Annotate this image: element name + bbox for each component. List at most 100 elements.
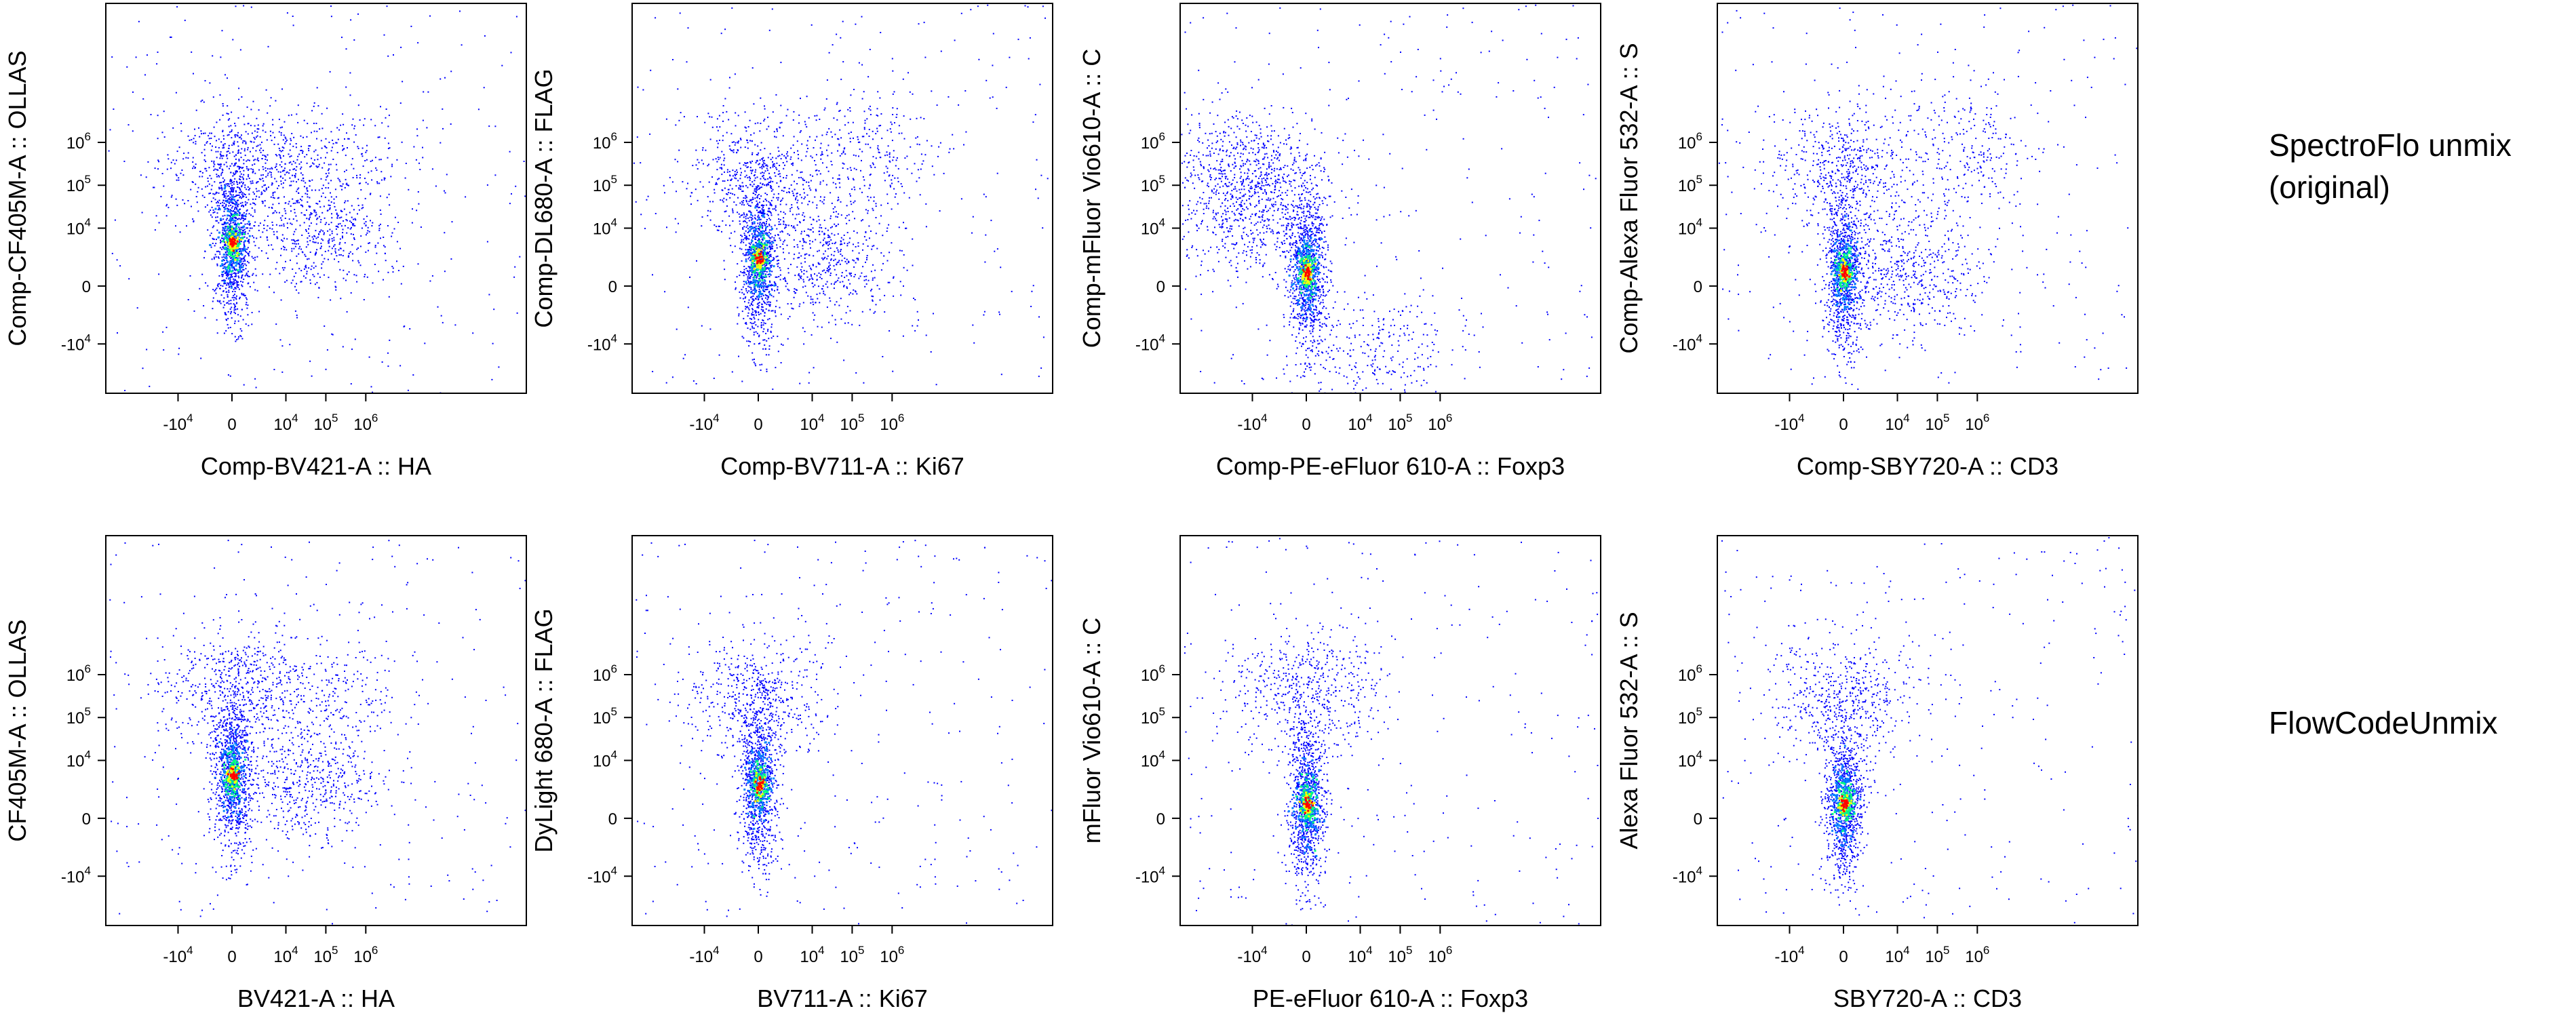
- data-point: [232, 222, 234, 224]
- data-point: [231, 188, 233, 191]
- data-point: [227, 237, 229, 240]
- data-point: [751, 140, 753, 142]
- data-point: [823, 239, 824, 241]
- data-point: [229, 233, 231, 235]
- data-point: [854, 200, 856, 202]
- data-point: [242, 220, 244, 222]
- data-point: [234, 320, 236, 322]
- data-point: [239, 328, 241, 330]
- data-point: [675, 231, 677, 233]
- data-point: [156, 63, 158, 65]
- data-point: [233, 278, 235, 280]
- data-point: [339, 185, 341, 187]
- data-point: [746, 197, 748, 199]
- data-point: [747, 307, 749, 309]
- data-point: [277, 187, 279, 189]
- data-point: [307, 190, 309, 192]
- data-point: [760, 309, 762, 311]
- data-point: [764, 252, 766, 254]
- data-point: [753, 334, 755, 336]
- data-point: [366, 159, 368, 161]
- data-point: [321, 167, 324, 169]
- data-point: [228, 252, 230, 254]
- data-point: [744, 300, 745, 302]
- data-point: [229, 199, 231, 201]
- data-point: [241, 201, 243, 203]
- data-point: [123, 161, 125, 162]
- data-point: [761, 363, 763, 365]
- data-point: [888, 224, 890, 226]
- data-point: [113, 108, 115, 110]
- data-point: [254, 289, 256, 291]
- data-point: [389, 204, 391, 206]
- data-point: [764, 178, 766, 180]
- data-point: [324, 223, 326, 225]
- data-point: [313, 105, 315, 107]
- data-point: [279, 171, 281, 173]
- data-point: [791, 207, 793, 208]
- data-point: [229, 201, 231, 203]
- data-point: [764, 184, 766, 186]
- data-point: [356, 177, 358, 179]
- data-point: [899, 250, 901, 252]
- data-point: [386, 5, 388, 7]
- data-point: [834, 206, 836, 208]
- data-point: [184, 20, 186, 22]
- data-point: [787, 268, 789, 269]
- data-point: [764, 199, 766, 200]
- data-point: [752, 154, 753, 155]
- data-point: [228, 290, 230, 292]
- data-point: [269, 168, 271, 170]
- data-point: [440, 142, 442, 144]
- data-point: [836, 247, 838, 249]
- data-point: [281, 88, 283, 90]
- data-point: [759, 364, 761, 366]
- data-point: [338, 223, 339, 225]
- data-point: [751, 314, 753, 316]
- data-point: [492, 342, 494, 344]
- data-point: [233, 311, 235, 313]
- data-point: [221, 30, 223, 32]
- data-point: [215, 146, 217, 148]
- data-point: [754, 237, 756, 239]
- data-point: [987, 4, 989, 6]
- data-point: [213, 225, 215, 227]
- data-point: [762, 162, 764, 164]
- data-point: [292, 145, 294, 147]
- data-point: [224, 304, 226, 306]
- data-point: [388, 296, 390, 298]
- data-point: [308, 218, 310, 220]
- data-point: [823, 237, 825, 239]
- data-point: [361, 153, 363, 155]
- data-point: [228, 191, 230, 193]
- data-point: [221, 273, 223, 275]
- data-point: [812, 312, 814, 314]
- data-point: [783, 258, 785, 260]
- data-point: [800, 197, 802, 199]
- data-point: [292, 198, 294, 200]
- data-point: [795, 199, 796, 201]
- data-point: [183, 153, 185, 155]
- data-point: [171, 195, 173, 197]
- data-point: [233, 283, 235, 285]
- data-point: [992, 96, 994, 98]
- data-point: [829, 297, 831, 299]
- data-point: [954, 39, 956, 41]
- data-point: [867, 279, 870, 281]
- data-point: [244, 184, 246, 186]
- data-point: [237, 165, 239, 167]
- data-point: [275, 224, 277, 226]
- data-point: [754, 257, 757, 260]
- data-point: [444, 192, 446, 194]
- data-point: [717, 178, 719, 180]
- data-point: [749, 252, 752, 254]
- data-point: [341, 37, 343, 39]
- data-point: [226, 259, 228, 261]
- data-point: [756, 254, 758, 256]
- data-point: [971, 232, 973, 234]
- data-point: [239, 298, 240, 300]
- data-point: [229, 247, 231, 250]
- data-point: [335, 209, 337, 211]
- data-point: [168, 158, 170, 160]
- data-point: [272, 123, 274, 125]
